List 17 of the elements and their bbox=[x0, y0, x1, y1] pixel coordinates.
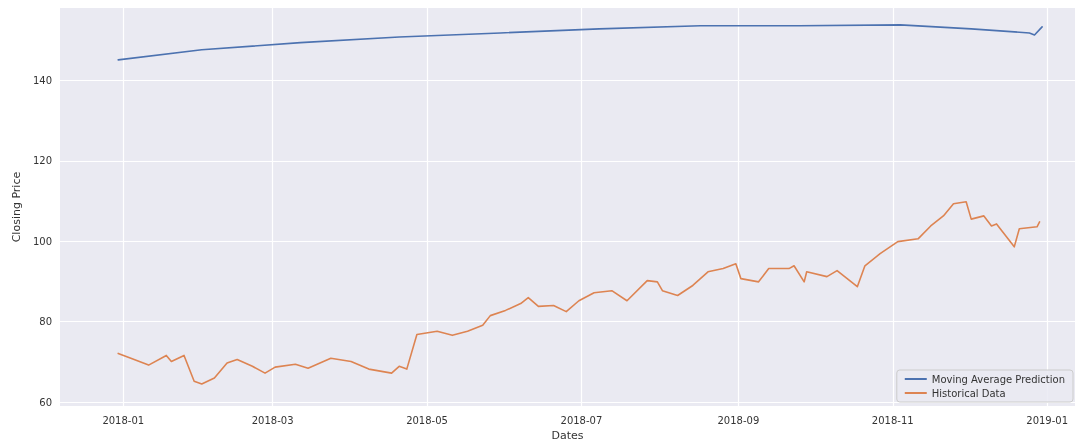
x-tick-label: 2018-05 bbox=[406, 414, 448, 426]
legend-label: Moving Average Prediction bbox=[931, 373, 1066, 385]
y-tick-label: 100 bbox=[32, 235, 52, 247]
x-tick-label: 2018-01 bbox=[102, 414, 145, 426]
y-tick-label: 80 bbox=[39, 316, 52, 328]
x-tick-label: 2018-07 bbox=[560, 414, 603, 426]
x-axis-title: Dates bbox=[551, 429, 584, 442]
x-tick-label: 2018-11 bbox=[871, 414, 914, 426]
legend-label: Historical Data bbox=[931, 387, 1006, 399]
y-axis-title: Closing Price bbox=[10, 171, 23, 243]
y-tick-label: 120 bbox=[32, 155, 52, 167]
x-tick-label: 2018-03 bbox=[251, 414, 294, 426]
line-series bbox=[117, 24, 1043, 61]
x-tick-label: 2019-01 bbox=[1026, 414, 1069, 426]
y-tick-label: 140 bbox=[32, 74, 52, 86]
x-tick-label: 2018-09 bbox=[717, 414, 760, 426]
y-tick-label: 60 bbox=[39, 396, 52, 408]
